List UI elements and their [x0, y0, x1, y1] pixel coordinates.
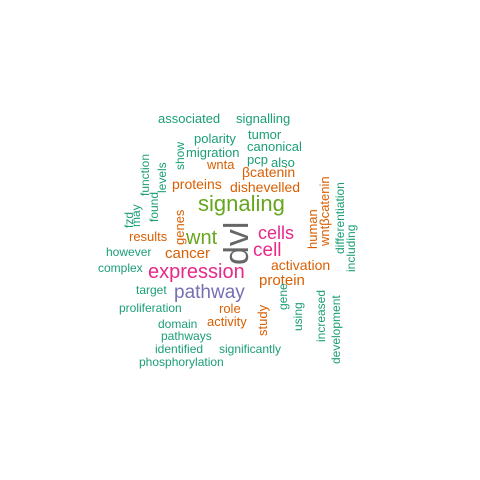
- word-activity: activity: [207, 314, 247, 329]
- word-genes: genes: [172, 209, 187, 245]
- word-cell: cell: [253, 240, 282, 261]
- word-migration: migration: [186, 145, 240, 160]
- word-wntβcatenin: wntβcatenin: [317, 176, 332, 246]
- word-proteins: proteins: [172, 176, 222, 192]
- word-identified: identified: [155, 342, 204, 356]
- word-dishevelled: dishevelled: [230, 179, 301, 195]
- word-polarity: polarity: [194, 131, 236, 146]
- word-increased: increased: [314, 289, 328, 342]
- word-significantly: significantly: [219, 342, 282, 356]
- word-target: target: [136, 283, 167, 297]
- word-also: also: [271, 155, 295, 170]
- word-however: however: [106, 245, 152, 259]
- word-cells: cells: [258, 223, 295, 243]
- word-levels: levels: [155, 162, 169, 193]
- word-tumor: tumor: [248, 127, 282, 142]
- word-wnta: wnta: [207, 157, 235, 172]
- word-canonical: canonical: [247, 139, 302, 154]
- word-domain: domain: [158, 317, 198, 331]
- word-study: study: [255, 304, 270, 336]
- word-signalling: signalling: [236, 111, 291, 126]
- word-development: development: [329, 295, 343, 364]
- word-role: role: [219, 301, 241, 316]
- word-show: show: [173, 141, 187, 170]
- word-function: function: [138, 153, 152, 196]
- word-including: including: [344, 224, 358, 272]
- word-using: using: [291, 302, 305, 331]
- word-associated: associated: [158, 111, 221, 126]
- word-βcatenin: βcatenin: [242, 164, 296, 180]
- word-gene: gene: [276, 283, 290, 310]
- word-expression: expression: [148, 261, 245, 283]
- word-signaling: signaling: [198, 191, 285, 216]
- word-pathways: pathways: [161, 329, 212, 343]
- word-complex: complex: [98, 261, 143, 275]
- word-results: results: [129, 229, 168, 244]
- word-proliferation: proliferation: [119, 301, 182, 315]
- word-dvl: dvl: [218, 221, 256, 265]
- word-pcp: pcp: [247, 152, 268, 167]
- word-pathway: pathway: [174, 282, 245, 303]
- word-protein: protein: [259, 272, 305, 289]
- word-cancer: cancer: [165, 245, 211, 262]
- word-found: found: [147, 191, 161, 222]
- word-phosphorylation: phosphorylation: [139, 355, 224, 369]
- word-fzd: fzd: [122, 211, 136, 228]
- word-wnt: wnt: [186, 227, 218, 249]
- word-activation: activation: [271, 257, 331, 273]
